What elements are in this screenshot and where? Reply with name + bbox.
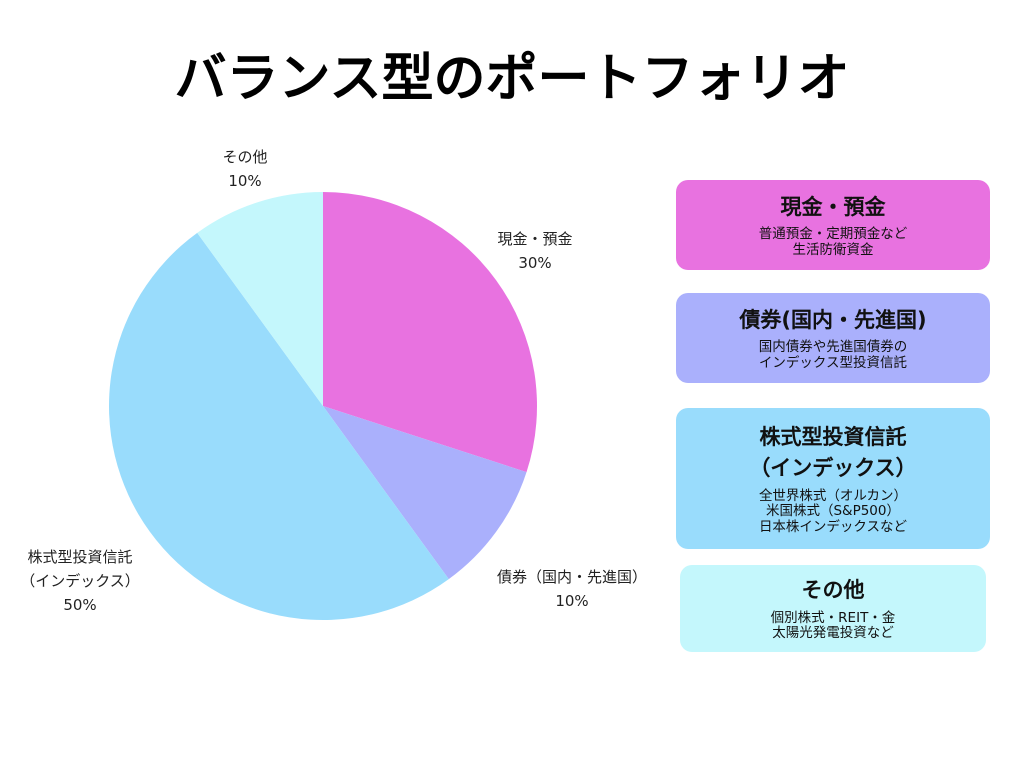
pie-slice xyxy=(323,192,537,473)
card-text: 個別株式・REIT・金 太陽光発電投資など xyxy=(770,609,896,642)
legend-card: その他個別株式・REIT・金 太陽光発電投資など xyxy=(680,565,986,652)
legend-card: 株式型投資信託 （インデックス） 全世界株式（オルカン） 米国株式（S&P500）… xyxy=(676,408,990,549)
chart-title: バランス型のポートフォリオ xyxy=(175,49,850,109)
legend-card: 債券(国内・先進国) 国内債券や先進国債券の インデックス型投資信託 xyxy=(676,293,990,383)
legend-card: 現金・預金普通預金・定期預金など 生活防衛資金 xyxy=(676,180,990,270)
card-title: 現金・預金 xyxy=(780,194,886,219)
slice-value-label: 50% xyxy=(63,596,96,614)
card-text: 全世界株式（オルカン） 米国株式（S&P500） 日本株インデックスなど xyxy=(758,487,908,535)
slice-value-label: 30% xyxy=(518,254,551,272)
slice-label: 株式型投資信託（インデックス） xyxy=(20,548,140,590)
card-text: 普通預金・定期預金など 生活防衛資金 xyxy=(758,226,908,258)
pie-slice xyxy=(323,406,527,580)
slice-label: 現金・預金 xyxy=(497,230,572,248)
slice-label: その他 xyxy=(222,148,267,166)
card-text: 国内債券や先進国債券の インデックス型投資信託 xyxy=(758,339,908,371)
pie-slice xyxy=(197,192,323,406)
pie-slice xyxy=(108,232,449,620)
slice-value-label: 10% xyxy=(228,172,261,190)
card-title: 債券(国内・先進国) xyxy=(739,307,927,332)
card-title: 株式型投資信託 （インデックス） xyxy=(749,424,917,481)
slice-label: 債券（国内・先進国） xyxy=(497,568,647,586)
slice-value-label: 10% xyxy=(555,592,588,610)
card-title: その他 xyxy=(801,578,865,603)
